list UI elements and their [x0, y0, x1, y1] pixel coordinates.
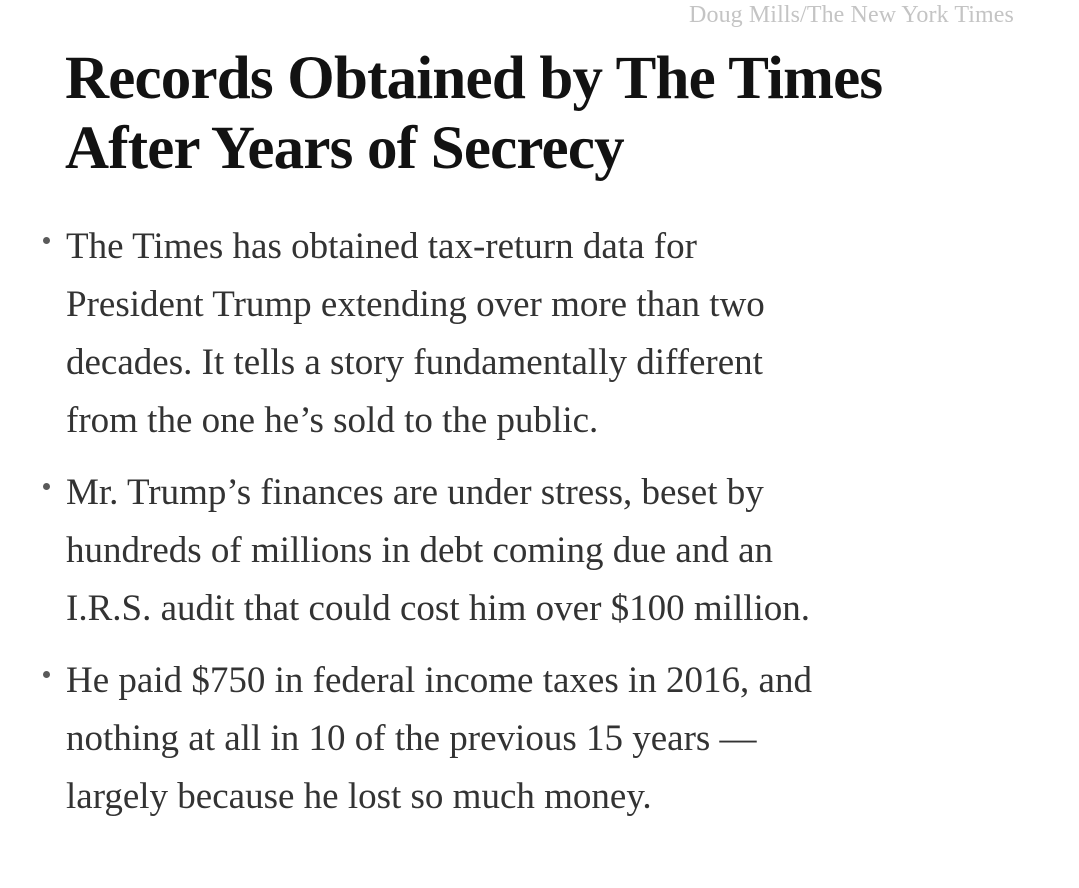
- photo-credit: Doug Mills/The New York Times: [689, 2, 1014, 28]
- summary-text: The Times has obtained tax-return data f…: [66, 218, 1019, 450]
- summary-line: I.R.S. audit that could cost him over $1…: [66, 588, 811, 629]
- summary-line: nothing at all in 10 of the previous 15 …: [66, 718, 757, 759]
- summary-item-1: The Times has obtained tax-return data f…: [0, 218, 1079, 450]
- article-headline: Records Obtained by The Times After Year…: [65, 44, 1055, 184]
- headline-line-1: Records Obtained by The Times: [65, 45, 883, 112]
- bullet-dot-icon: [43, 483, 50, 490]
- summary-line: decades. It tells a story fundamentally …: [66, 342, 763, 383]
- summary-text: He paid $750 in federal income taxes in …: [66, 652, 1019, 826]
- summary-text: Mr. Trump’s finances are under stress, b…: [66, 464, 1019, 638]
- summary-line: Mr. Trump’s finances are under stress, b…: [66, 472, 764, 513]
- summary-line: The Times has obtained tax-return data f…: [66, 226, 697, 267]
- bullet-dot-icon: [43, 237, 50, 244]
- summary-line: He paid $750 in federal income taxes in …: [66, 660, 812, 701]
- bullet-dot-icon: [43, 671, 50, 678]
- summary-item-3: He paid $750 in federal income taxes in …: [0, 652, 1079, 826]
- headline-line-2: After Years of Secrecy: [65, 115, 625, 182]
- summary-line: hundreds of millions in debt coming due …: [66, 530, 773, 571]
- summary-list: The Times has obtained tax-return data f…: [0, 218, 1079, 840]
- summary-line: President Trump extending over more than…: [66, 284, 765, 325]
- summary-line: from the one he’s sold to the public.: [66, 400, 599, 441]
- summary-line: largely because he lost so much money.: [66, 776, 652, 817]
- summary-item-2: Mr. Trump’s finances are under stress, b…: [0, 464, 1079, 638]
